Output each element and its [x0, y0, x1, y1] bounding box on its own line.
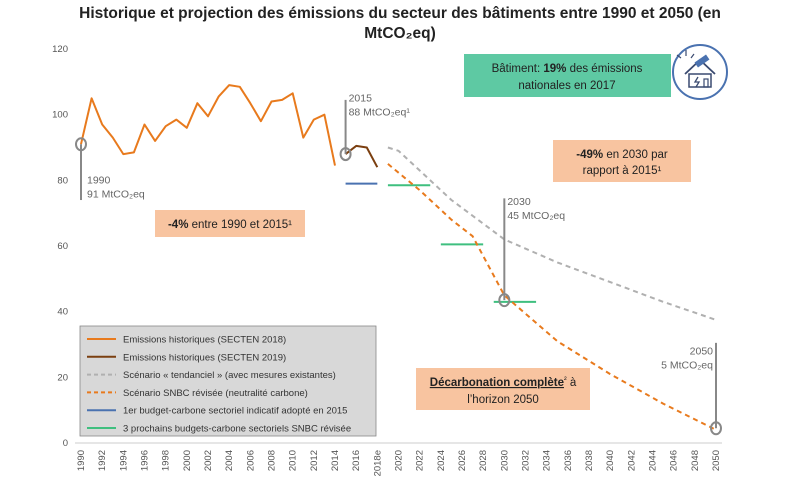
x-tick-label: 1990 [76, 450, 87, 471]
y-tick-label: 120 [52, 44, 68, 55]
x-tick-label: 2008 [267, 450, 278, 471]
marker-circle [710, 421, 722, 436]
x-tick-label: 2032 [521, 450, 532, 471]
legend-label: Emissions historiques (SECTEN 2019) [123, 352, 286, 363]
series-line [80, 84, 336, 166]
x-tick-label: 1992 [97, 450, 108, 471]
y-tick-label: 20 [57, 372, 68, 383]
x-tick-label: 2010 [288, 450, 299, 471]
reduction-1990-box-bg [155, 210, 305, 237]
marker-value-label: 88 MtCO₂eq¹ [349, 107, 411, 119]
x-tick-label: 2048 [690, 450, 701, 471]
x-tick-label: 1998 [161, 450, 172, 471]
legend-label: 1er budget-carbone sectoriel indicatif a… [123, 406, 347, 417]
series-lines [80, 84, 717, 431]
x-tick-label: 2018e [372, 450, 383, 476]
batiment-share-box: Bâtiment: 19% des émissions nationales e… [464, 54, 671, 97]
x-tick-label: 2000 [182, 450, 193, 471]
x-tick-label: 2030 [499, 450, 510, 471]
x-axis: 1990 1992 1994 1996 1998 2000 2002 2004 2006 2008… [76, 450, 722, 476]
x-tick-label: 2036 [563, 450, 574, 471]
x-tick-label: 2042 [626, 450, 637, 471]
chart-title: Historique et projection des émissions d… [0, 4, 800, 44]
x-tick-label: 2034 [542, 450, 553, 471]
marker-year-label: 2050 [690, 345, 714, 357]
x-tick-label: 2014 [330, 450, 341, 471]
legend-label: 3 prochains budgets-carbone sectoriels S… [123, 424, 351, 435]
series-line [387, 163, 717, 431]
x-tick-label: 2028 [478, 450, 489, 471]
x-tick-label: 2024 [436, 450, 447, 471]
chart-title-line2: MtCO₂eq) [364, 25, 436, 42]
series-line [387, 146, 717, 321]
legend-bg [79, 325, 377, 437]
marker-year-label: 1990 [87, 174, 111, 186]
y-tick-label: 0 [63, 438, 68, 449]
reduction-2030-text: -49% en 2030 par [576, 149, 668, 161]
legend-label: Scénario « tendanciel » (avec mesures ex… [123, 370, 336, 381]
x-tick-label: 1996 [140, 450, 151, 471]
reduction-1990-box: -4% entre 1990 et 2015¹ [155, 210, 305, 237]
marker-value-label: 45 MtCO₂eq [507, 210, 565, 222]
legend: Emissions historiques (SECTEN 2018) Emiss… [79, 325, 377, 437]
y-tick-label: 60 [57, 241, 68, 252]
y-tick-label: 40 [57, 307, 68, 318]
y-axis: 0 20 40 60 80 100 120 [52, 44, 68, 449]
marker-year-label: 2030 [507, 196, 531, 208]
y-tick-label: 100 [52, 110, 68, 121]
reduction-2030-box: -49% en 2030 par rapport à 2015¹ [553, 140, 691, 182]
marker-circle [498, 293, 511, 308]
decarbonation-box: Décarbonation complète² à l’horizon 2050 [416, 368, 590, 410]
marker-circle [75, 137, 87, 152]
marker-value-label: 5 MtCO₂eq [661, 359, 713, 371]
x-tick-label: 2044 [648, 450, 659, 471]
x-tick-label: 2050 [711, 450, 722, 471]
x-tick-label: 2002 [203, 450, 214, 471]
reduction-1990-text: -4% entre 1990 et 2015¹ [168, 219, 292, 231]
house-solar-panel-icon [672, 44, 728, 100]
x-tick-label: 2006 [245, 450, 256, 471]
batiment-share-text: Bâtiment: 19% des émissions [492, 63, 643, 75]
decarbonation-text-line2: l’horizon 2050 [467, 394, 539, 406]
year-markers: 1990 91 MtCO₂eq 2015 88 MtCO₂eq¹ 2030 45 MtCO… [75, 93, 722, 436]
x-tick-label: 1994 [118, 450, 129, 471]
reduction-2030-text-line2: rapport à 2015¹ [583, 165, 662, 177]
legend-label: Scénario SNBC révisée (neutralité carbon… [123, 388, 308, 399]
x-tick-label: 2040 [605, 450, 616, 471]
x-tick-label: 2026 [457, 450, 468, 471]
marker-value-label: 91 MtCO₂eq [87, 188, 145, 200]
batiment-share-text-line2: nationales en 2017 [518, 80, 615, 92]
y-tick-label: 80 [57, 175, 68, 186]
x-tick-label: 2012 [309, 450, 320, 471]
x-tick-label: 2016 [351, 450, 362, 471]
x-tick-label: 2046 [669, 450, 680, 471]
x-tick-label: 2038 [584, 450, 595, 471]
x-tick-label: 2004 [224, 450, 235, 471]
decarbonation-box-bg [416, 368, 590, 410]
reduction-2030-box-bg [553, 140, 691, 182]
x-tick-label: 2022 [415, 450, 426, 471]
x-tick-label: 2020 [394, 450, 405, 471]
legend-label: Emissions historiques (SECTEN 2018) [123, 335, 286, 346]
series-line [344, 144, 379, 168]
decarbonation-text: Décarbonation complète² à [430, 375, 577, 389]
batiment-share-box-bg [464, 54, 671, 97]
marker-year-label: 2015 [349, 93, 373, 105]
marker-circle [339, 147, 352, 162]
chart-title-line1: Historique et projection des émissions d… [79, 5, 721, 22]
